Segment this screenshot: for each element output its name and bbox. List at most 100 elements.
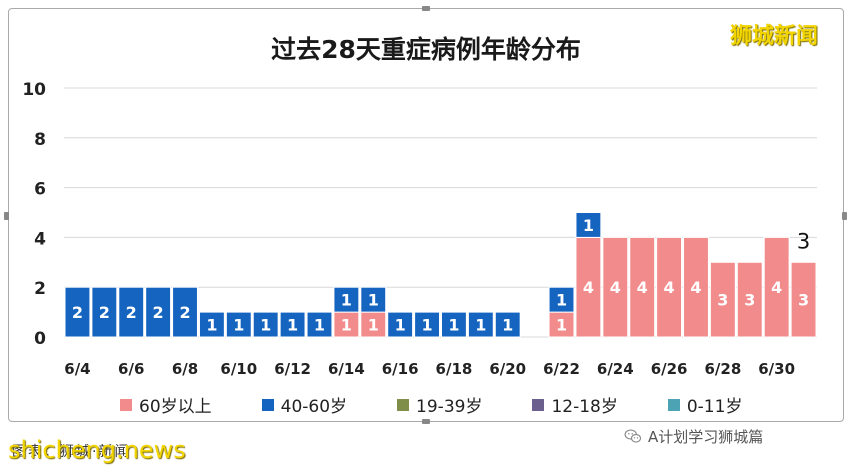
data-label: 4 [690, 278, 701, 297]
resize-handle-right[interactable] [842, 212, 847, 220]
bar-segment [172, 286, 198, 338]
x-tick-label: 6/20 [489, 360, 526, 378]
chart-title: 过去28天重症病例年龄分布 [271, 35, 581, 64]
legend-swatch [667, 398, 680, 411]
resize-handle-bottom[interactable] [422, 419, 430, 424]
wechat-icon [624, 429, 642, 443]
bar-segment [548, 311, 575, 338]
legend-item: 12-18岁 [532, 392, 618, 417]
legend-item: 0-11岁 [667, 392, 743, 417]
watermark-top-right: 狮城新闻 [730, 24, 819, 49]
bar-segment [656, 236, 683, 338]
y-tick-label: 4 [34, 229, 46, 249]
bar-segment [306, 311, 333, 338]
data-label: 1 [341, 316, 352, 335]
x-tick-label: 6/4 [64, 360, 90, 378]
bar-segment [441, 311, 467, 338]
resize-handle-top[interactable] [422, 6, 430, 11]
data-label: 2 [72, 303, 83, 322]
x-tick-label: 6/12 [274, 360, 311, 378]
data-label: 1 [314, 316, 325, 335]
data-label: 1 [448, 316, 459, 335]
chart-legend: 60岁以上 40-60岁 19-39岁 12-18岁 0-11岁 [120, 392, 742, 417]
resize-handle-left[interactable] [4, 212, 9, 220]
data-label: 1 [421, 316, 432, 335]
bar-segment [198, 311, 225, 338]
data-label: 2 [126, 303, 137, 322]
legend-label: 0-11岁 [686, 397, 743, 417]
data-label: 1 [556, 316, 567, 335]
x-tick-label: 6/18 [436, 360, 473, 378]
bar-segment [709, 261, 736, 338]
data-label: 1 [206, 316, 217, 335]
x-tick-label: 6/14 [328, 360, 365, 378]
bar-segment [683, 236, 709, 338]
data-label: 4 [583, 278, 594, 297]
data-label: 1 [502, 316, 513, 335]
x-tick-label: 6/28 [704, 360, 741, 378]
data-label: 1 [475, 316, 486, 335]
x-tick-label: 6/8 [172, 360, 198, 378]
bar-segment [414, 311, 441, 338]
bar-segment [64, 286, 91, 338]
y-tick-label: 2 [34, 279, 46, 299]
bar-segment [467, 311, 494, 338]
bar-segment [91, 286, 118, 338]
wechat-account: A计划学习狮城篇 [624, 426, 763, 446]
y-tick-label: 0 [34, 329, 46, 349]
legend-swatch [532, 398, 545, 411]
data-label: 1 [233, 316, 244, 335]
bar-segment [736, 261, 763, 338]
bar-segment [360, 286, 387, 313]
bar-segment [145, 286, 172, 338]
y-tick-label: 10 [22, 80, 46, 100]
bar-segment [279, 311, 306, 338]
data-label: 2 [153, 303, 164, 322]
data-label: 2 [179, 303, 190, 322]
x-tick-label: 6/10 [220, 360, 257, 378]
y-tick-label: 6 [34, 180, 46, 200]
bar-segment [494, 311, 521, 338]
bar-segment [252, 311, 279, 338]
data-label: 3 [798, 291, 809, 310]
x-tick-label: 6/16 [382, 360, 419, 378]
legend-item: 40-60岁 [261, 392, 348, 417]
legend-label: 40-60岁 [280, 397, 348, 417]
y-tick-label: 8 [34, 130, 46, 150]
x-tick-label: 6/24 [597, 360, 634, 378]
bar-segment [118, 286, 145, 338]
annotation-label: 3 [797, 229, 810, 253]
data-label: 1 [395, 316, 406, 335]
data-label: 4 [771, 278, 782, 297]
legend-swatch [120, 398, 132, 411]
data-label: 4 [637, 278, 648, 297]
data-label: 1 [260, 316, 271, 335]
legend-label: 12-18岁 [551, 397, 618, 417]
x-tick-label: 6/30 [758, 360, 795, 378]
legend-item: 19-39岁 [397, 392, 482, 417]
source-caption: 图表：狮城·新闻 [12, 444, 131, 460]
data-label: 3 [717, 291, 728, 310]
data-label: 1 [341, 291, 352, 310]
data-label: 1 [368, 316, 379, 335]
data-label: 4 [610, 278, 621, 297]
legend-swatch [397, 398, 410, 411]
legend-label: 60岁以上 [139, 397, 212, 417]
x-tick-label: 6/6 [118, 360, 144, 378]
x-tick-label: 6/26 [651, 360, 688, 378]
wechat-label: A计划学习狮城篇 [648, 427, 764, 446]
bar-segment [387, 311, 414, 338]
bar-segment [763, 236, 790, 338]
data-label: 3 [744, 291, 755, 310]
bar-segment [575, 212, 602, 238]
legend-item: 60岁以上 [120, 392, 212, 417]
bar-segment [548, 286, 575, 313]
watermark-bottom-left: shicheng.news [8, 436, 186, 464]
data-label: 2 [99, 303, 110, 322]
data-label: 1 [583, 216, 594, 235]
legend-swatch [261, 398, 274, 411]
data-label: 1 [556, 291, 567, 310]
bar-segment [602, 236, 629, 338]
bar-segment [333, 286, 360, 313]
